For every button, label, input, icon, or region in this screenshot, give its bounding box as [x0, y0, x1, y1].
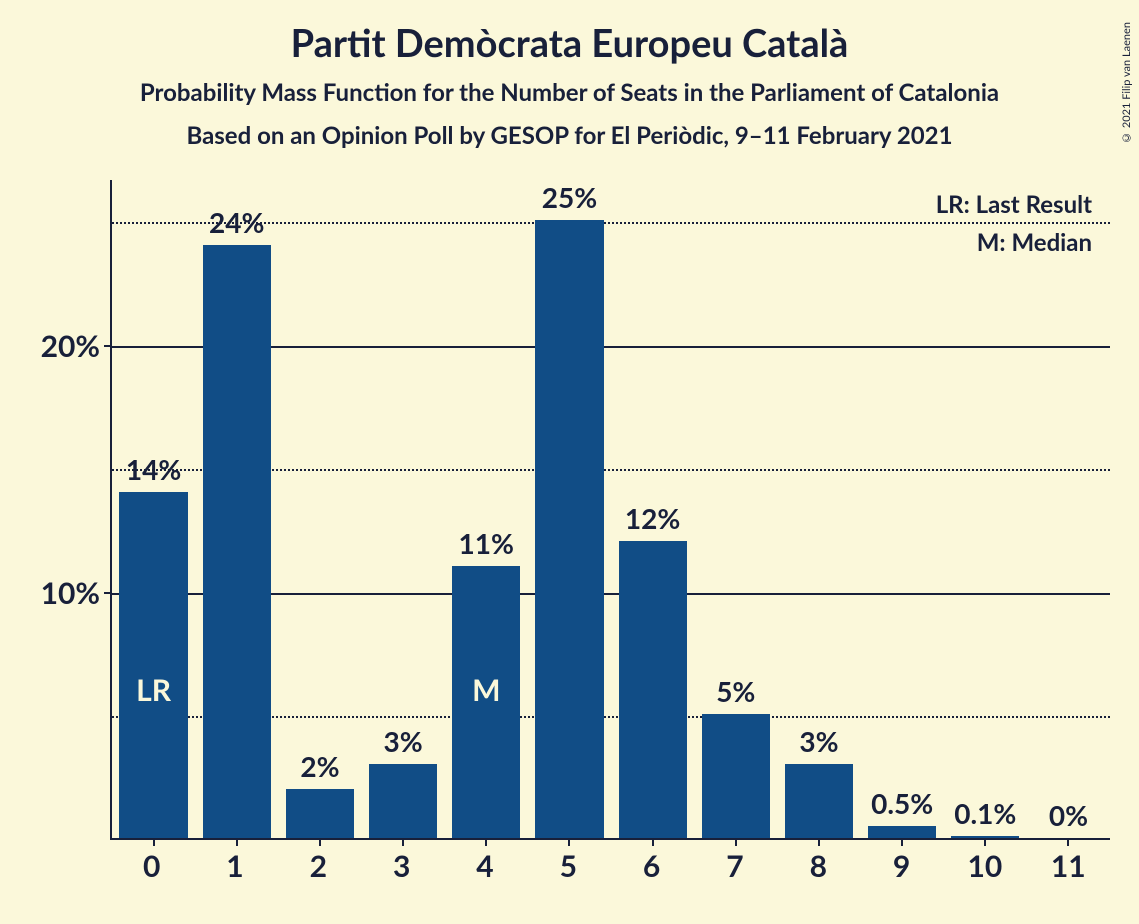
bar-slot: 0.5%	[861, 180, 944, 838]
x-axis-label: 9	[860, 848, 943, 884]
bar-slot: 11% M	[445, 180, 528, 838]
bar	[702, 714, 770, 838]
copyright-text: © 2021 Filip van Laenen	[1120, 22, 1133, 144]
bar-slot: 25%	[528, 180, 611, 838]
bar	[369, 764, 437, 838]
x-tick	[652, 838, 654, 846]
x-tick	[485, 838, 487, 846]
bar-slot: 3%	[777, 180, 860, 838]
bar-value-label: 25%	[542, 180, 597, 214]
x-axis-label: 5	[527, 848, 610, 884]
bar-slot: 24%	[195, 180, 278, 838]
bar	[619, 541, 687, 838]
bar	[203, 245, 271, 838]
x-axis-label: 3	[360, 848, 443, 884]
bar-value-label: 24%	[209, 205, 264, 239]
chart-title: Partit Demòcrata Europeu Català	[0, 0, 1139, 66]
bars-group: 14% LR 24% 2% 3% 11% M 25% 12% 5% 3% 0.5% 0.1% 0%	[112, 180, 1110, 838]
bar-value-label: 5%	[716, 674, 755, 708]
bar-value-label: 0.1%	[954, 796, 1016, 830]
bar-value-label: 3%	[799, 724, 838, 758]
bar-slot: 2%	[278, 180, 361, 838]
y-tick	[104, 345, 112, 347]
chart-subtitle-2: Based on an Opinion Poll by GESOP for El…	[0, 121, 1139, 150]
bar-value-label: 2%	[300, 749, 339, 783]
x-tick	[984, 838, 986, 846]
y-tick	[104, 592, 112, 594]
bar-inside-label: LR	[136, 672, 171, 708]
x-tick	[901, 838, 903, 846]
bar-slot: 3%	[362, 180, 445, 838]
x-tick	[568, 838, 570, 846]
bar	[535, 220, 603, 838]
x-axis-label: 1	[193, 848, 276, 884]
bar-slot: 0.1%	[944, 180, 1027, 838]
x-axis-label: 11	[1027, 848, 1110, 884]
x-axis-label: 10	[943, 848, 1026, 884]
x-axis-label: 2	[277, 848, 360, 884]
bar-slot: 5%	[694, 180, 777, 838]
x-axis-label: 7	[693, 848, 776, 884]
bar-value-label: 14%	[126, 452, 181, 486]
x-tick	[1067, 838, 1069, 846]
bar-value-label: 0%	[1049, 798, 1088, 832]
chart-subtitle-1: Probability Mass Function for the Number…	[0, 78, 1139, 107]
bar-slot: 12%	[611, 180, 694, 838]
chart-container: LR: Last Result M: Median 14%LR24%2%3%11…	[30, 180, 1110, 890]
x-axis-label: 6	[610, 848, 693, 884]
x-axis-label: 4	[443, 848, 526, 884]
x-axis-label: 8	[777, 848, 860, 884]
bar	[868, 826, 936, 838]
x-tick	[319, 838, 321, 846]
bar-value-label: 11%	[459, 526, 514, 560]
bar-value-label: 12%	[625, 501, 680, 535]
x-tick	[236, 838, 238, 846]
bar-slot: 14% LR	[112, 180, 195, 838]
bar	[286, 789, 354, 838]
x-axis-labels: 01234567891011	[110, 848, 1110, 884]
bar-inside-label: M	[472, 672, 500, 708]
x-tick	[402, 838, 404, 846]
y-axis-label: 20%	[41, 328, 100, 364]
bar-value-label: 3%	[384, 724, 423, 758]
x-tick	[735, 838, 737, 846]
x-tick	[153, 838, 155, 846]
bar-value-label: 0.5%	[871, 786, 933, 820]
bar: M	[452, 566, 520, 838]
y-axis-label: 10%	[41, 575, 100, 611]
bar: LR	[119, 492, 187, 838]
x-tick	[818, 838, 820, 846]
bar	[785, 764, 853, 838]
plot-area: LR: Last Result M: Median 14%LR24%2%3%11…	[110, 180, 1110, 840]
bar	[951, 836, 1019, 838]
bar-slot: 0%	[1027, 180, 1110, 838]
x-axis-label: 0	[110, 848, 193, 884]
